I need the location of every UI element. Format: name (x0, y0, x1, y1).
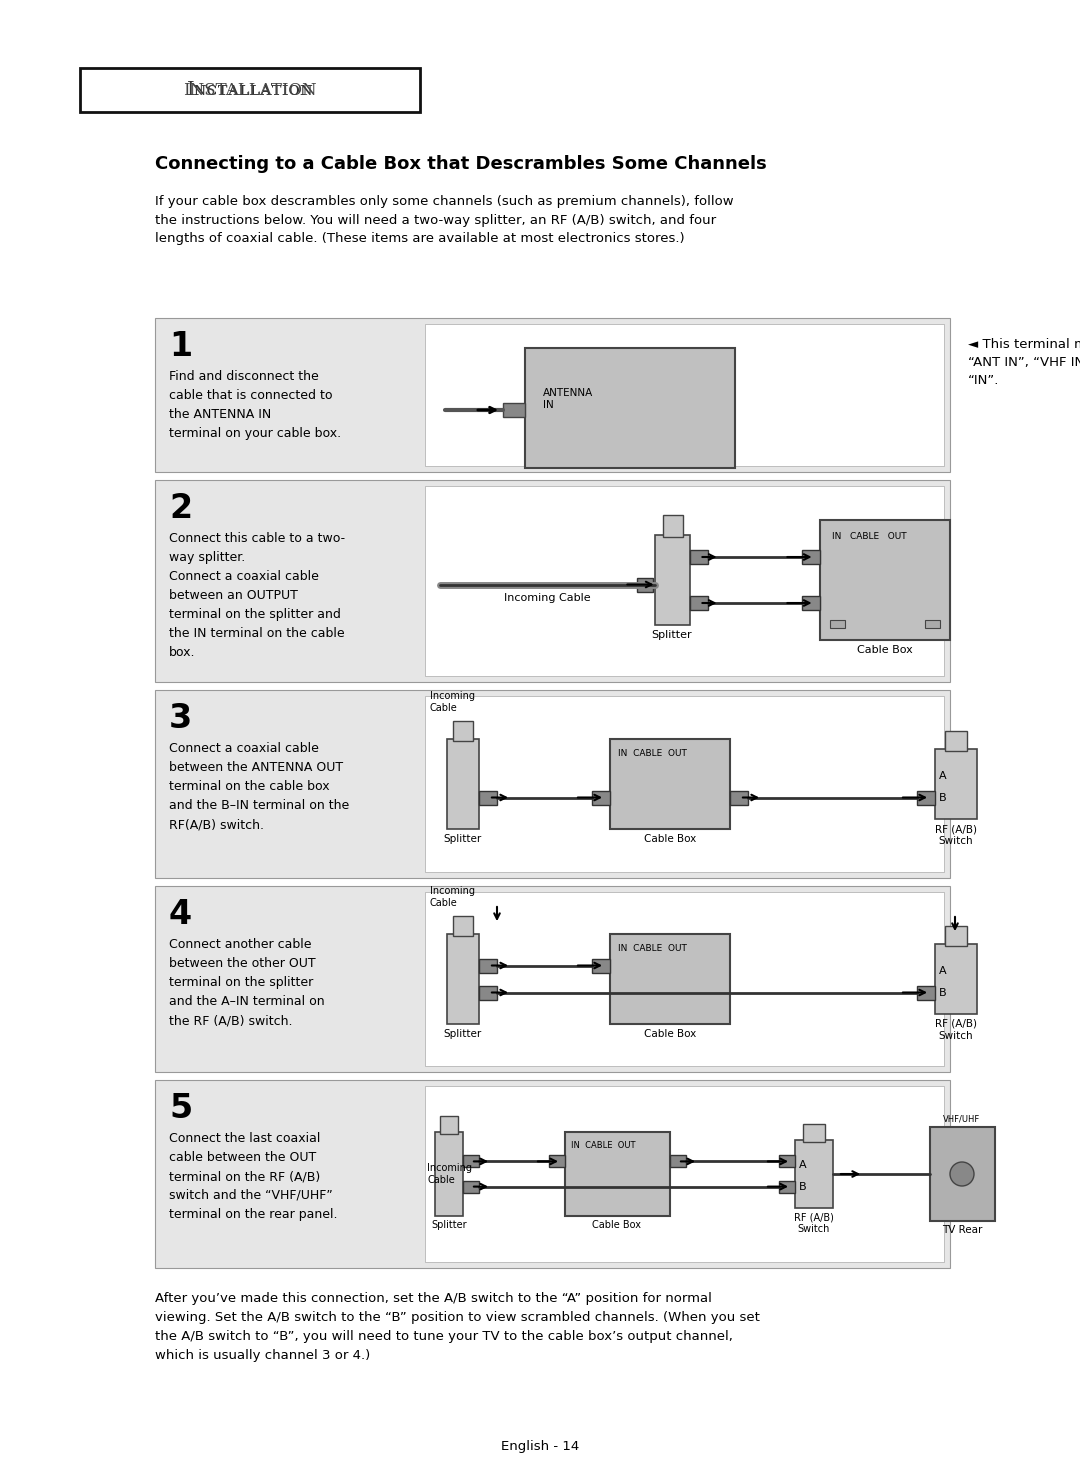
Bar (930, 1127, 995, 1221)
Text: 5: 5 (168, 1091, 192, 1125)
Bar (779, 1181, 795, 1193)
Text: ANTENNA
IN: ANTENNA IN (543, 388, 593, 410)
Text: Incoming
Cable: Incoming Cable (427, 1163, 472, 1185)
Text: IN  CABLE  OUT: IN CABLE OUT (571, 1141, 635, 1150)
Text: A: A (799, 1161, 807, 1169)
Circle shape (950, 1162, 974, 1185)
Bar (804, 1124, 825, 1141)
Bar (592, 958, 610, 972)
Bar (924, 620, 940, 629)
Text: Connect this cable to a two-
way splitter.
Connect a coaxial cable
between an OU: Connect this cable to a two- way splitte… (168, 532, 346, 660)
Text: Cable Box: Cable Box (593, 1219, 642, 1230)
Text: Cable Box: Cable Box (644, 834, 697, 845)
Bar (440, 1116, 458, 1134)
Text: INSTALLATION: INSTALLATION (184, 81, 316, 98)
Bar (453, 721, 473, 740)
Bar (525, 348, 735, 469)
Bar (156, 690, 950, 878)
Text: Find and disconnect the
cable that is connected to
the ANTENNA IN
terminal on yo: Find and disconnect the cable that is co… (168, 370, 341, 441)
Bar (689, 549, 707, 564)
Bar (549, 1156, 565, 1168)
Text: 3: 3 (168, 702, 192, 734)
Bar (156, 1080, 950, 1268)
Bar (80, 68, 420, 112)
Text: Connecting to a Cable Box that Descrambles Some Channels: Connecting to a Cable Box that Descrambl… (156, 156, 767, 173)
Bar (463, 1156, 480, 1168)
Text: Splitter: Splitter (431, 1219, 467, 1230)
Bar (779, 1156, 795, 1168)
Bar (795, 1140, 833, 1208)
Text: Cable Box: Cable Box (644, 1028, 697, 1039)
Text: A: A (939, 967, 947, 975)
Bar (447, 934, 480, 1024)
Bar (156, 480, 950, 682)
Text: Connect the last coaxial
cable between the OUT
terminal on the RF (A/B)
switch a: Connect the last coaxial cable between t… (168, 1133, 337, 1221)
Text: IN   CABLE   OUT: IN CABLE OUT (832, 532, 906, 541)
Bar (935, 945, 977, 1014)
Bar (156, 886, 950, 1072)
Text: Splitter: Splitter (444, 834, 482, 845)
Text: B: B (799, 1183, 807, 1191)
Text: 4: 4 (168, 898, 192, 931)
Bar (480, 790, 497, 805)
Bar (610, 934, 730, 1024)
Bar (917, 986, 935, 999)
Bar (463, 1181, 480, 1193)
Bar (935, 749, 977, 820)
Text: English - 14: English - 14 (501, 1440, 579, 1453)
Text: RF (A/B)
Switch: RF (A/B) Switch (935, 824, 977, 846)
Text: 2: 2 (168, 492, 192, 524)
Text: Connect a coaxial cable
between the ANTENNA OUT
terminal on the cable box
and th: Connect a coaxial cable between the ANTE… (168, 742, 349, 831)
Bar (426, 696, 944, 873)
Bar (662, 516, 683, 538)
Bar (917, 790, 935, 805)
Text: After you’ve made this connection, set the A/B switch to the “A” position for no: After you’ve made this connection, set t… (156, 1293, 760, 1362)
Text: Incoming Cable: Incoming Cable (503, 592, 591, 602)
Text: Splitter: Splitter (651, 630, 692, 640)
Bar (426, 892, 944, 1066)
Bar (480, 986, 497, 999)
Text: Connect another cable
between the other OUT
terminal on the splitter
and the A–I: Connect another cable between the other … (168, 939, 325, 1027)
Bar (801, 596, 820, 610)
Bar (156, 317, 950, 472)
Text: RF (A/B)
Switch: RF (A/B) Switch (935, 1019, 977, 1042)
Text: If your cable box descrambles only some channels (such as premium channels), fol: If your cable box descrambles only some … (156, 195, 733, 245)
Text: RF (A/B)
Switch: RF (A/B) Switch (794, 1212, 834, 1234)
Text: ◄ This terminal might be labelled
“ANT IN”, “VHF IN” or simply,
“IN”.: ◄ This terminal might be labelled “ANT I… (968, 338, 1080, 386)
Bar (945, 925, 967, 946)
Text: Incoming
Cable: Incoming Cable (430, 690, 475, 712)
Bar (670, 1156, 686, 1168)
Text: Splitter: Splitter (444, 1028, 482, 1039)
Text: VHF/UHF: VHF/UHF (943, 1114, 981, 1122)
Bar (426, 325, 944, 466)
Bar (435, 1133, 463, 1216)
Bar (592, 790, 610, 805)
Bar (829, 620, 845, 629)
Bar (730, 790, 748, 805)
Bar (453, 917, 473, 936)
Bar (636, 577, 652, 592)
Text: 1: 1 (168, 331, 192, 363)
Text: B: B (939, 793, 947, 804)
Text: IN  CABLE  OUT: IN CABLE OUT (618, 749, 687, 758)
Bar (426, 1086, 944, 1262)
Text: Incoming
Cable: Incoming Cable (430, 886, 475, 908)
Text: Iɴᴄᴛᴀʟʟᴀᴛɪᴏɴ: Iɴᴄᴛᴀʟʟᴀᴛɪᴏɴ (187, 81, 313, 98)
Text: A: A (939, 771, 947, 782)
Text: B: B (939, 989, 947, 997)
Bar (689, 596, 707, 610)
Bar (565, 1133, 670, 1216)
Text: TV Rear: TV Rear (942, 1225, 982, 1235)
Bar (426, 486, 944, 676)
Bar (503, 403, 525, 417)
Bar (610, 739, 730, 829)
Bar (801, 549, 820, 564)
Bar (480, 958, 497, 972)
Bar (820, 520, 949, 640)
Bar (945, 732, 967, 751)
Text: IN  CABLE  OUT: IN CABLE OUT (618, 945, 687, 953)
Bar (654, 535, 689, 624)
Bar (447, 739, 480, 829)
Text: Cable Box: Cable Box (856, 645, 913, 655)
